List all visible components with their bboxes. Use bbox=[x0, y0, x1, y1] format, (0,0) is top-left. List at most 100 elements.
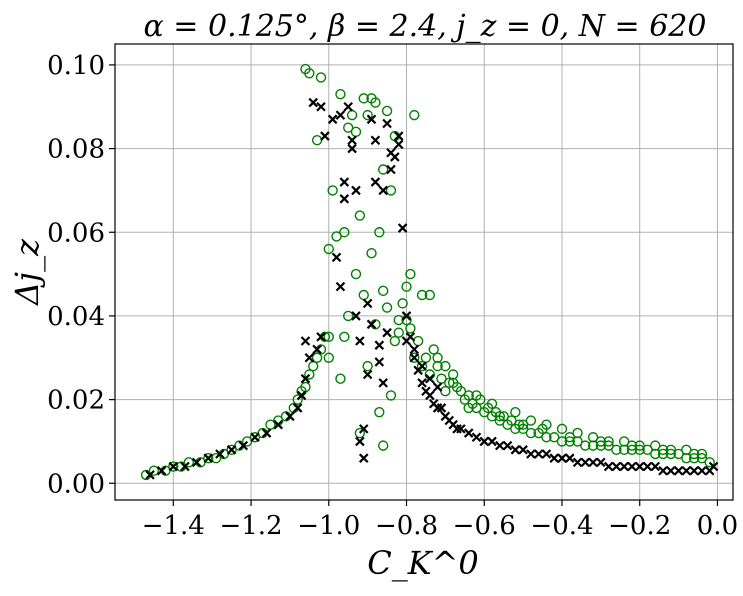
data-point-circle bbox=[498, 411, 509, 422]
data-point-circle bbox=[603, 436, 614, 447]
data-point-cross bbox=[642, 461, 653, 472]
data-point-circle bbox=[486, 398, 498, 409]
data-point-cross bbox=[343, 101, 353, 112]
data-point-cross bbox=[296, 390, 307, 401]
data-point-circle bbox=[358, 289, 369, 301]
data-point-cross bbox=[619, 461, 629, 472]
data-point-circle bbox=[510, 406, 521, 418]
data-point-cross bbox=[401, 336, 412, 346]
data-point-cross bbox=[320, 131, 330, 141]
data-point-cross bbox=[681, 465, 692, 476]
data-point-circle bbox=[385, 390, 397, 401]
data-point-cross bbox=[339, 194, 350, 204]
data-point-circle bbox=[665, 448, 677, 460]
data-point-circle bbox=[377, 164, 389, 175]
axis-ticks: −1.4 −1.2 −1.0 −0.8 −0.6 −0.4 −0.2 0.0 0.00 0.02 0… bbox=[47, 51, 738, 541]
data-point-cross bbox=[300, 336, 311, 346]
data-point-circle bbox=[525, 415, 537, 426]
data-point-cross bbox=[397, 223, 408, 233]
data-point-cross bbox=[526, 449, 536, 459]
data-point-cross bbox=[603, 461, 614, 472]
data-point-circle bbox=[343, 122, 354, 133]
data-point-circle bbox=[335, 89, 346, 100]
data-point-cross bbox=[226, 445, 237, 455]
data-point-circle bbox=[525, 427, 537, 439]
data-point-circle bbox=[377, 440, 389, 451]
data-point-circle bbox=[377, 285, 389, 297]
data-point-cross bbox=[374, 340, 385, 350]
data-point-circle bbox=[203, 452, 214, 464]
data-point-circle bbox=[595, 440, 607, 451]
y-tick-label: 0.00 bbox=[47, 469, 105, 499]
data-point-cross bbox=[355, 436, 365, 447]
data-point-cross bbox=[708, 461, 719, 472]
data-point-circle bbox=[249, 432, 261, 443]
data-point-cross bbox=[156, 465, 167, 476]
data-point-circle bbox=[424, 289, 436, 301]
data-point-circle bbox=[405, 323, 416, 334]
data-point-cross bbox=[316, 101, 326, 112]
data-point-cross bbox=[572, 457, 583, 468]
data-point-circle bbox=[409, 352, 420, 363]
data-point-circle bbox=[420, 352, 432, 363]
data-point-cross bbox=[261, 428, 272, 438]
data-point-circle bbox=[350, 268, 362, 280]
data-points bbox=[140, 63, 719, 481]
data-point-circle bbox=[428, 344, 439, 355]
data-point-cross bbox=[463, 428, 474, 438]
data-point-circle bbox=[339, 227, 350, 238]
data-point-cross bbox=[417, 361, 427, 371]
data-point-cross bbox=[393, 131, 404, 141]
data-point-cross bbox=[366, 319, 377, 330]
data-point-cross bbox=[339, 177, 350, 187]
data-point-circle bbox=[308, 360, 319, 372]
data-point-cross bbox=[300, 373, 311, 384]
data-point-circle bbox=[447, 377, 459, 389]
data-point-circle bbox=[681, 444, 692, 455]
data-point-cross bbox=[285, 411, 295, 422]
data-point-circle bbox=[642, 444, 653, 455]
data-point-cross bbox=[292, 403, 303, 413]
x-tick-label: −0.8 bbox=[375, 511, 438, 541]
data-point-cross bbox=[549, 453, 559, 463]
data-point-circle bbox=[401, 281, 412, 292]
data-point-cross bbox=[378, 378, 388, 388]
data-point-cross bbox=[358, 453, 369, 463]
data-point-cross bbox=[588, 457, 598, 468]
data-point-circle bbox=[517, 419, 529, 430]
data-point-circle bbox=[556, 423, 568, 435]
data-point-circle bbox=[673, 448, 684, 460]
data-point-cross bbox=[331, 252, 342, 263]
data-point-cross bbox=[425, 373, 435, 384]
data-point-circle bbox=[148, 465, 160, 476]
data-point-cross bbox=[409, 352, 420, 363]
data-point-circle bbox=[463, 402, 474, 414]
data-point-circle bbox=[397, 298, 408, 309]
data-point-cross bbox=[697, 465, 707, 476]
data-point-cross bbox=[417, 378, 427, 388]
data-point-circle bbox=[564, 436, 575, 447]
data-point-cross bbox=[409, 344, 420, 355]
x-tick-label: −0.6 bbox=[453, 511, 516, 541]
data-point-circle bbox=[611, 444, 622, 455]
data-point-circle bbox=[210, 452, 222, 464]
data-point-cross bbox=[362, 369, 373, 380]
data-point-cross bbox=[362, 298, 373, 309]
data-point-circle bbox=[304, 369, 315, 380]
data-point-circle bbox=[416, 289, 428, 301]
data-point-cross bbox=[436, 403, 447, 413]
data-point-cross bbox=[611, 461, 622, 472]
data-point-cross bbox=[366, 114, 377, 125]
data-point-cross bbox=[308, 97, 319, 108]
data-point-circle bbox=[440, 386, 451, 397]
data-point-circle bbox=[704, 457, 715, 468]
data-point-circle bbox=[688, 452, 700, 464]
data-point-cross bbox=[495, 440, 505, 451]
data-point-cross bbox=[627, 461, 637, 472]
data-point-circle bbox=[358, 93, 369, 104]
data-point-circle bbox=[595, 436, 607, 447]
data-point-circle bbox=[350, 126, 362, 138]
data-point-cross bbox=[273, 419, 284, 430]
data-point-cross bbox=[203, 453, 214, 463]
